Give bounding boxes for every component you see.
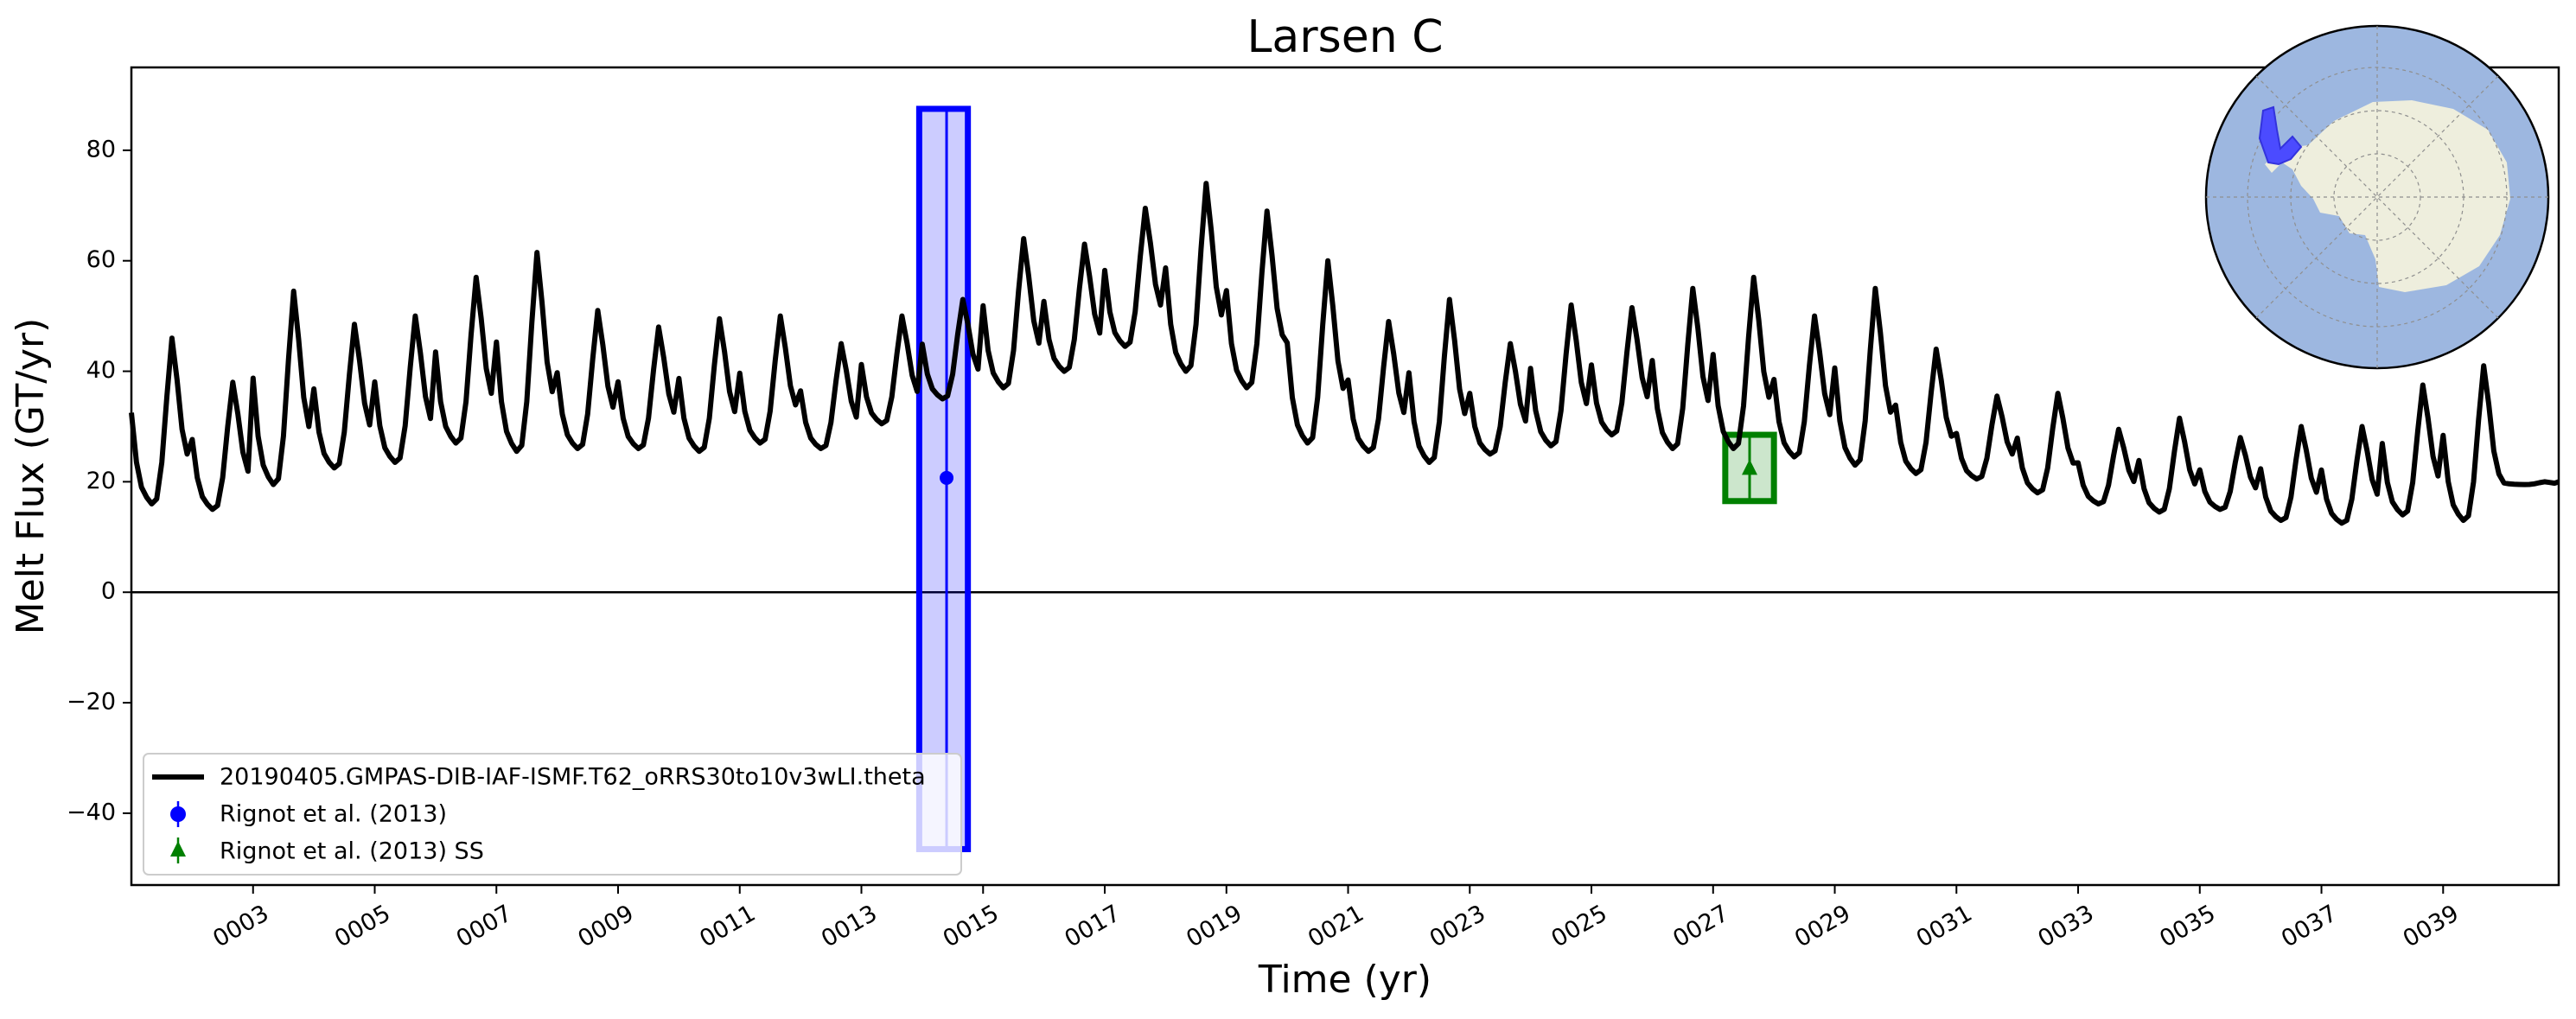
y-tick-label: 60 bbox=[86, 246, 116, 273]
x-axis-ticks: 0003 0005 0007 0009 0011 0013 0015 0017 0019 0021… bbox=[208, 885, 2464, 952]
y-tick-label: −20 bbox=[67, 689, 116, 716]
rignot-point bbox=[940, 470, 954, 485]
x-tick-label: 0009 bbox=[573, 900, 638, 952]
y-axis-label: Melt Flux (GT/yr) bbox=[9, 318, 53, 635]
map-antarctica-land bbox=[2265, 100, 2510, 292]
rignot-ss-point bbox=[1742, 459, 1757, 475]
x-tick-label: 0025 bbox=[1547, 900, 1612, 952]
x-axis-label: Time (yr) bbox=[1258, 958, 1431, 1002]
x-tick-label: 0035 bbox=[2155, 900, 2220, 952]
x-tick-label: 0031 bbox=[1912, 900, 1977, 952]
x-tick-label: 0017 bbox=[1061, 900, 1125, 952]
x-tick-label: 0007 bbox=[452, 900, 517, 952]
y-tick-label: 0 bbox=[101, 578, 116, 605]
legend-label-model: 20190405.GMPAS-DIB-IAF-ISMF.T62_oRRS30to… bbox=[220, 764, 926, 791]
y-tick-label: 40 bbox=[86, 357, 116, 384]
map-inset bbox=[2204, 24, 2550, 370]
y-tick-label: −40 bbox=[67, 799, 116, 825]
map-highlight-region bbox=[2258, 105, 2303, 166]
chart-title: Larsen C bbox=[1247, 11, 1443, 63]
series-line-model bbox=[129, 181, 2560, 526]
x-tick-label: 0011 bbox=[695, 900, 760, 952]
legend-marker-rignot-ss bbox=[170, 837, 186, 863]
legend: 20190405.GMPAS-DIB-IAF-ISMF.T62_oRRS30to… bbox=[143, 753, 962, 876]
x-tick-label: 0005 bbox=[330, 900, 395, 952]
legend-marker-rignot bbox=[170, 801, 186, 827]
y-tick-label: 20 bbox=[86, 468, 116, 494]
y-axis-ticks: −40 −20 0 20 40 60 80 bbox=[67, 136, 131, 825]
plot-frame bbox=[130, 66, 2560, 887]
x-tick-label: 0013 bbox=[817, 900, 882, 952]
observation-markers bbox=[915, 105, 1777, 852]
x-tick-label: 0033 bbox=[2034, 900, 2099, 952]
x-tick-label: 0019 bbox=[1182, 900, 1247, 952]
x-tick-label: 0023 bbox=[1425, 900, 1490, 952]
legend-label-rignot: Rignot et al. (2013) bbox=[220, 801, 447, 828]
x-tick-label: 0003 bbox=[208, 900, 273, 952]
legend-label-rignot-ss: Rignot et al. (2013) SS bbox=[220, 838, 484, 865]
x-tick-label: 0015 bbox=[939, 900, 1004, 952]
map-graticule bbox=[2206, 26, 2548, 368]
legend-box bbox=[143, 753, 962, 876]
y-tick-label: 80 bbox=[86, 136, 116, 162]
x-tick-label: 0039 bbox=[2399, 900, 2464, 952]
x-tick-label: 0027 bbox=[1668, 900, 1733, 952]
x-tick-label: 0037 bbox=[2277, 900, 2342, 952]
x-tick-label: 0029 bbox=[1790, 900, 1855, 952]
x-tick-label: 0021 bbox=[1304, 900, 1368, 952]
